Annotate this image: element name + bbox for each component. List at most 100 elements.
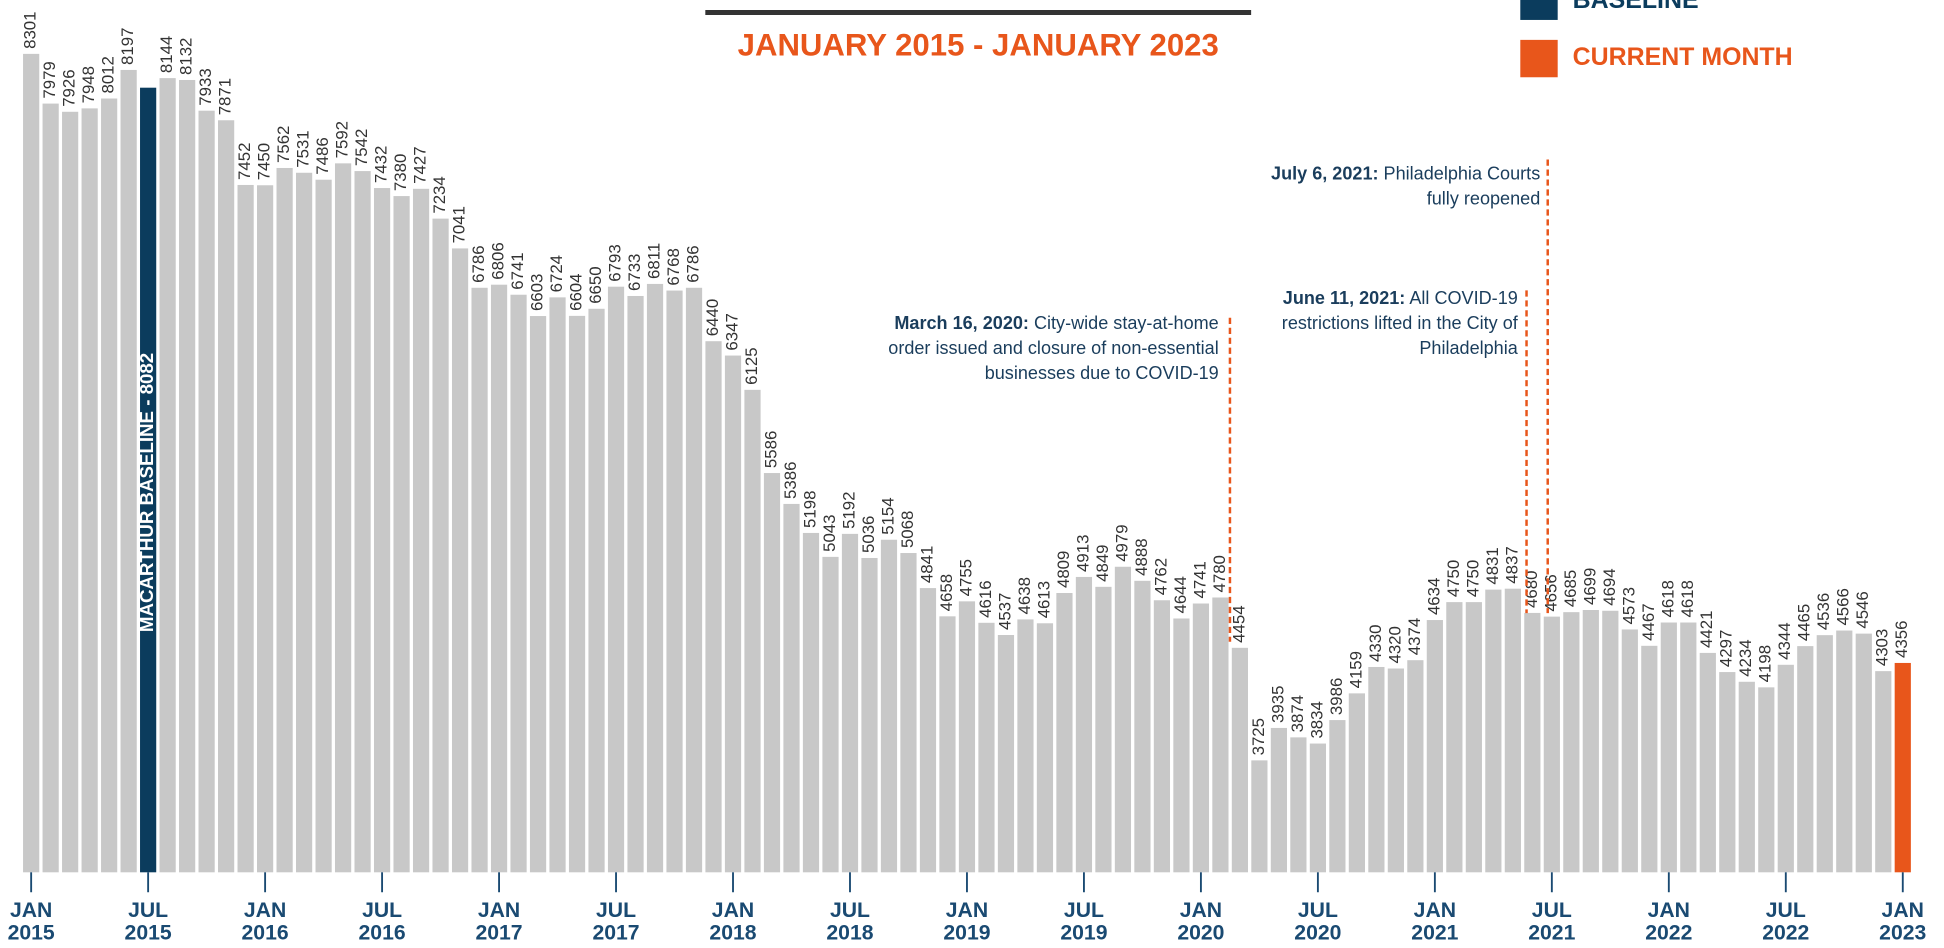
value-label: 4618 <box>1678 580 1697 617</box>
value-label: 4573 <box>1619 587 1638 624</box>
bar <box>412 188 430 873</box>
value-label: 4374 <box>1405 618 1424 655</box>
value-label: 4465 <box>1795 604 1814 641</box>
bar <box>179 79 196 873</box>
bar <box>802 532 820 873</box>
value-label: 6786 <box>683 245 702 282</box>
bar <box>1836 630 1853 873</box>
value-label: 3874 <box>1288 695 1307 732</box>
x-tick-label: JUL 2019 <box>1060 898 1108 945</box>
bar <box>1855 633 1872 873</box>
value-label: 5068 <box>898 511 917 548</box>
bar <box>237 184 254 873</box>
value-label: 4198 <box>1756 645 1775 682</box>
value-label: 7041 <box>450 206 469 243</box>
bar <box>958 601 976 873</box>
value-label: 6733 <box>625 254 644 291</box>
value-label: 4831 <box>1483 547 1502 584</box>
value-label: 7450 <box>255 143 274 180</box>
bar <box>549 297 566 873</box>
bar <box>1290 737 1307 873</box>
value-label: 6603 <box>527 274 546 311</box>
value-label: 4536 <box>1814 593 1833 630</box>
value-label: 4616 <box>976 580 995 617</box>
bar <box>1192 603 1210 873</box>
bar <box>1426 620 1443 873</box>
bar <box>822 556 839 873</box>
value-label: 7531 <box>294 130 313 167</box>
bar <box>393 196 410 873</box>
bar <box>1036 623 1054 873</box>
bar <box>529 316 547 873</box>
value-label: 4566 <box>1834 588 1853 625</box>
value-label: 4546 <box>1853 591 1872 628</box>
value-label: 8012 <box>99 56 118 93</box>
value-label: 4780 <box>1210 555 1229 592</box>
bar <box>373 188 391 873</box>
bar <box>101 98 118 873</box>
annotation-date: March 16, 2020: <box>894 314 1029 334</box>
value-label: 4849 <box>1093 544 1112 581</box>
value-label: 4658 <box>937 574 956 611</box>
bar <box>1543 616 1560 873</box>
value-label: 4755 <box>956 559 975 596</box>
bar <box>841 533 859 873</box>
bar <box>510 294 527 873</box>
value-label: 6125 <box>742 347 761 384</box>
value-label: 6440 <box>703 299 722 336</box>
value-label: 4837 <box>1502 546 1521 583</box>
bar <box>1680 622 1697 873</box>
bar <box>900 553 917 873</box>
value-label: 7486 <box>313 137 332 174</box>
bar <box>1407 660 1424 873</box>
bar <box>257 185 274 873</box>
annotation: March 16, 2020: City-wide stay-at-home o… <box>870 312 1218 387</box>
value-label: 4680 <box>1522 571 1541 608</box>
x-tick-label: JAN 2019 <box>943 898 991 945</box>
bar <box>1251 760 1268 873</box>
value-label: 4913 <box>1073 535 1092 572</box>
legend-swatch <box>1520 39 1558 78</box>
value-label: 4344 <box>1775 622 1794 659</box>
bar <box>1504 588 1521 873</box>
value-label: 7933 <box>196 68 215 105</box>
value-label: 5586 <box>761 431 780 468</box>
value-label: 4297 <box>1717 630 1736 667</box>
value-label: 5386 <box>781 462 800 499</box>
x-tick-label: JUL 2022 <box>1762 898 1810 945</box>
bar <box>1738 681 1755 873</box>
x-tick-label: JAN 2023 <box>1879 898 1927 945</box>
value-label: 5043 <box>820 514 839 551</box>
bar <box>315 179 332 873</box>
value-label: 7234 <box>430 176 449 213</box>
value-label: 4699 <box>1580 568 1599 605</box>
legend-label: BASELINE <box>1573 0 1699 14</box>
bar <box>1368 666 1385 873</box>
bar <box>1641 645 1658 873</box>
x-tick-label: JAN 2017 <box>475 898 523 945</box>
bar <box>1173 618 1190 873</box>
x-tick-label: JAN 2018 <box>709 898 757 945</box>
bar <box>120 69 137 873</box>
value-label: 4685 <box>1561 570 1580 607</box>
bar <box>218 120 235 873</box>
legend-label: CURRENT MONTH <box>1573 43 1793 71</box>
value-label: 6347 <box>722 313 741 350</box>
bar <box>471 287 488 873</box>
annotation-date: July 6, 2021: <box>1271 164 1379 185</box>
bar <box>919 588 937 873</box>
value-label: 4613 <box>1034 581 1053 618</box>
value-label: 3935 <box>1268 686 1287 723</box>
bar <box>1056 593 1073 873</box>
bar <box>42 103 59 873</box>
value-label: 6741 <box>508 252 527 289</box>
value-label: 8144 <box>157 36 176 73</box>
value-label: 4467 <box>1639 603 1658 640</box>
bar <box>140 87 157 873</box>
value-label: 4537 <box>995 593 1014 630</box>
bar <box>978 622 995 873</box>
x-tick-label: JAN 2015 <box>7 898 55 945</box>
value-label: 4841 <box>917 546 936 583</box>
